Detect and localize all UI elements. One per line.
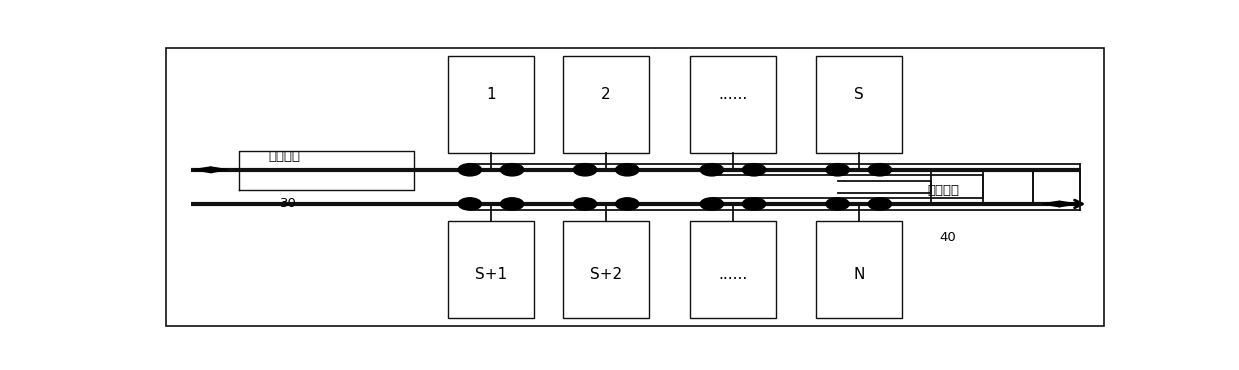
Bar: [563, 56, 649, 153]
Bar: [690, 221, 776, 318]
Ellipse shape: [574, 198, 597, 210]
Ellipse shape: [869, 198, 892, 210]
Text: ......: ......: [719, 87, 747, 102]
Bar: [815, 221, 902, 318]
Polygon shape: [193, 167, 211, 172]
Bar: [563, 221, 649, 318]
Ellipse shape: [869, 164, 892, 176]
Ellipse shape: [742, 198, 766, 210]
Ellipse shape: [458, 198, 482, 210]
Ellipse shape: [458, 164, 482, 176]
Ellipse shape: [742, 164, 766, 176]
Ellipse shape: [826, 198, 849, 210]
Text: 出水回路: 出水回路: [928, 184, 960, 197]
Ellipse shape: [501, 198, 524, 210]
Text: 1: 1: [486, 87, 496, 102]
Ellipse shape: [574, 164, 597, 176]
Bar: [690, 56, 776, 153]
Bar: [447, 56, 534, 153]
Text: S: S: [854, 87, 864, 102]
Text: 30: 30: [280, 197, 296, 210]
Text: S+2: S+2: [590, 267, 622, 282]
Polygon shape: [1059, 201, 1077, 207]
Ellipse shape: [616, 164, 639, 176]
Bar: [447, 221, 534, 318]
Polygon shape: [1042, 201, 1059, 207]
Ellipse shape: [616, 198, 639, 210]
Ellipse shape: [501, 164, 524, 176]
Text: S+1: S+1: [475, 267, 507, 282]
Bar: [815, 56, 902, 153]
Text: 进水回路: 进水回路: [268, 149, 300, 163]
Text: 40: 40: [939, 231, 957, 244]
Text: 2: 2: [601, 87, 611, 102]
Ellipse shape: [700, 164, 724, 176]
Ellipse shape: [826, 164, 849, 176]
Polygon shape: [211, 167, 228, 172]
Text: N: N: [852, 267, 865, 282]
Text: ......: ......: [719, 267, 747, 282]
Ellipse shape: [700, 198, 724, 210]
